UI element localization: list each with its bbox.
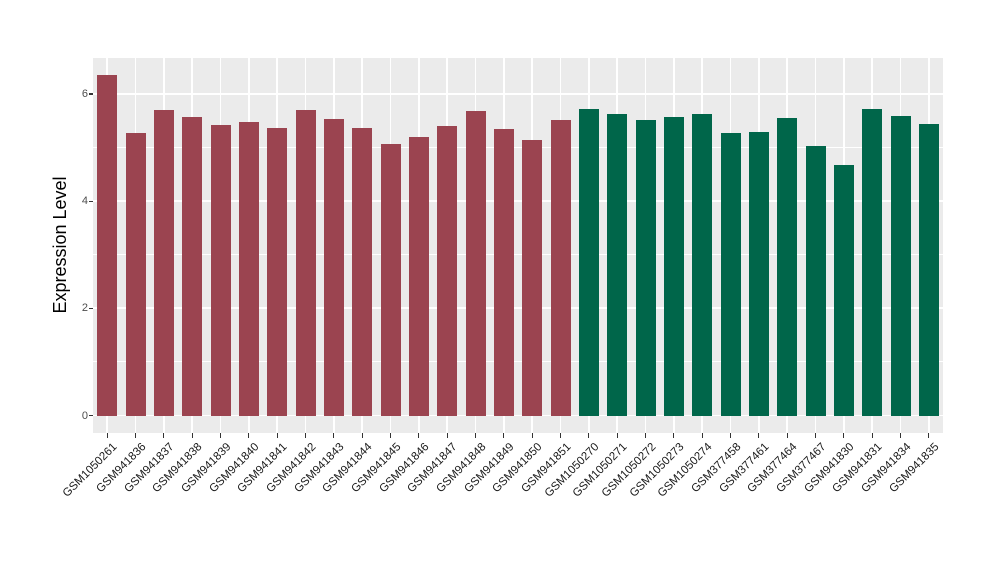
gridline-h-minor bbox=[93, 147, 943, 149]
gridline-h-major bbox=[93, 200, 943, 203]
bar-GSM941849 bbox=[493, 128, 514, 416]
bar-GSM941830 bbox=[833, 164, 854, 416]
bar-GSM941847 bbox=[437, 125, 458, 416]
bar-GSM1050271 bbox=[607, 113, 628, 416]
bar-GSM941844 bbox=[352, 127, 373, 416]
y-tick-mark bbox=[88, 93, 93, 95]
bar-GSM941838 bbox=[182, 116, 203, 416]
x-tick-mark bbox=[729, 433, 732, 438]
bar-GSM377458 bbox=[720, 132, 741, 416]
bar-GSM941836 bbox=[125, 133, 146, 416]
x-tick-mark bbox=[389, 433, 392, 438]
x-tick-mark bbox=[588, 433, 590, 438]
bar-GSM1050270 bbox=[578, 108, 599, 416]
x-tick-mark bbox=[163, 433, 165, 438]
x-tick-mark bbox=[644, 433, 647, 438]
bar-GSM941850 bbox=[522, 139, 543, 416]
gridline-h-minor bbox=[93, 254, 943, 256]
x-tick-mark bbox=[616, 433, 618, 438]
x-tick-mark bbox=[673, 433, 675, 438]
bar-GSM941851 bbox=[550, 120, 571, 416]
bar-GSM377461 bbox=[748, 131, 769, 416]
x-tick-mark bbox=[701, 433, 703, 438]
gridline-h-minor bbox=[93, 361, 943, 363]
y-tick-label: 4 bbox=[81, 195, 88, 208]
x-tick-mark bbox=[928, 433, 930, 438]
plot-panel bbox=[93, 58, 943, 433]
x-tick-mark bbox=[333, 433, 335, 438]
x-tick-mark bbox=[758, 433, 760, 438]
x-tick-mark bbox=[446, 433, 448, 438]
x-tick-mark bbox=[191, 433, 193, 438]
x-tick-mark bbox=[899, 433, 902, 438]
x-tick-mark bbox=[559, 433, 562, 438]
bar-GSM1050274 bbox=[692, 113, 713, 416]
y-tick-mark bbox=[88, 307, 93, 309]
bar-GSM941841 bbox=[267, 127, 288, 416]
x-tick-mark bbox=[786, 433, 788, 438]
bar-GSM941848 bbox=[465, 110, 486, 416]
x-tick-mark bbox=[531, 433, 533, 438]
x-tick-mark bbox=[134, 433, 137, 438]
x-tick-mark bbox=[276, 433, 278, 438]
bar-GSM941835 bbox=[918, 123, 939, 416]
x-tick-mark bbox=[304, 433, 307, 438]
y-tick-label: 2 bbox=[81, 302, 88, 315]
x-tick-mark bbox=[843, 433, 845, 438]
bar-GSM377467 bbox=[805, 145, 826, 416]
bar-GSM1050273 bbox=[663, 116, 684, 416]
bar-GSM941831 bbox=[862, 109, 883, 416]
x-tick-mark bbox=[503, 433, 505, 438]
gridline-h-major bbox=[93, 414, 943, 417]
bar-GSM941834 bbox=[890, 115, 911, 416]
x-tick-mark bbox=[871, 433, 873, 438]
y-tick-label: 0 bbox=[81, 409, 88, 422]
x-tick-mark bbox=[219, 433, 222, 438]
gridline-h-major bbox=[93, 307, 943, 310]
bar-GSM377464 bbox=[777, 118, 798, 416]
bar-GSM941843 bbox=[323, 119, 344, 416]
x-tick-mark bbox=[361, 433, 363, 438]
bar-GSM1050272 bbox=[635, 119, 656, 416]
y-tick-mark bbox=[88, 414, 93, 417]
bar-GSM941845 bbox=[380, 144, 401, 416]
y-tick-mark bbox=[88, 200, 93, 202]
x-tick-mark bbox=[106, 433, 108, 438]
bar-GSM941840 bbox=[238, 121, 259, 416]
gridline-h-major bbox=[93, 93, 943, 95]
bar-GSM1050261 bbox=[97, 74, 118, 416]
y-tick-label: 6 bbox=[81, 88, 88, 101]
bar-GSM941837 bbox=[153, 110, 174, 416]
bar-GSM941846 bbox=[408, 136, 429, 416]
x-tick-mark bbox=[248, 433, 250, 438]
x-tick-mark bbox=[814, 433, 817, 438]
x-tick-mark bbox=[474, 433, 477, 438]
bar-GSM941839 bbox=[210, 125, 231, 416]
x-tick-mark bbox=[418, 433, 420, 438]
bar-GSM941842 bbox=[295, 109, 316, 416]
